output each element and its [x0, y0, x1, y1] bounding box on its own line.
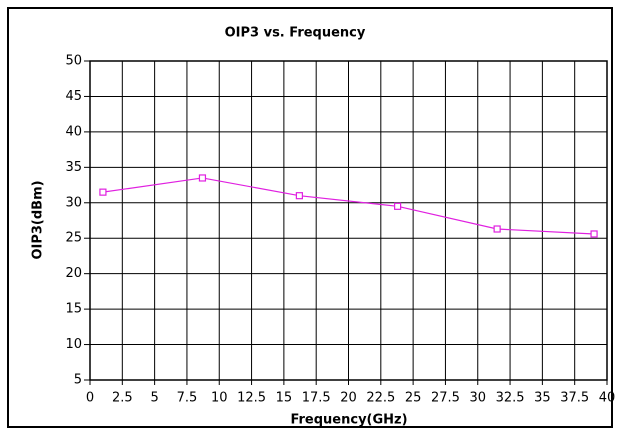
- y-tick-label: 30: [65, 195, 82, 210]
- x-tick-label: 15: [276, 391, 293, 406]
- x-tick-label: 35: [534, 391, 551, 406]
- x-tick-label: 17.5: [302, 391, 331, 406]
- y-tick-label: 10: [65, 337, 82, 352]
- point-marker: [394, 202, 402, 210]
- x-tick-label: 2.5: [112, 391, 133, 406]
- chart-title: OIP3 vs. Frequency: [225, 26, 366, 41]
- y-tick-label: 15: [65, 302, 82, 317]
- x-tick-label: 0: [86, 391, 94, 406]
- x-tick-label: 30: [469, 391, 486, 406]
- x-tick-label: 40: [599, 391, 616, 406]
- series-line: [102, 177, 595, 235]
- y-tick-label: 40: [65, 124, 82, 139]
- y-tick-label: 45: [65, 89, 82, 104]
- plot-border: [89, 60, 608, 381]
- x-tick-label: 32.5: [496, 391, 525, 406]
- y-tick-label: 20: [65, 266, 82, 281]
- x-tick-label: 20: [340, 391, 357, 406]
- x-tick-label: 25: [405, 391, 422, 406]
- point-marker: [99, 188, 107, 196]
- x-tick-label: 22.5: [366, 391, 395, 406]
- y-tick-label: 25: [65, 231, 82, 246]
- point-marker: [590, 230, 598, 238]
- y-tick-label: 35: [65, 160, 82, 175]
- x-tick-label: 27.5: [431, 391, 460, 406]
- x-axis-label: Frequency(GHz): [290, 413, 407, 428]
- point-marker: [493, 225, 501, 233]
- x-tick-label: 7.5: [177, 391, 198, 406]
- y-axis-label: OIP3(dBm): [31, 180, 46, 259]
- point-marker: [198, 174, 207, 182]
- y-tick-label: 50: [65, 54, 82, 69]
- point-marker: [295, 192, 303, 200]
- x-tick-label: 37.5: [560, 391, 589, 406]
- x-tick-label: 10: [211, 391, 228, 406]
- y-tick-label: 5: [74, 373, 82, 388]
- x-tick-label: 5: [150, 391, 158, 406]
- x-tick-label: 12.5: [237, 391, 266, 406]
